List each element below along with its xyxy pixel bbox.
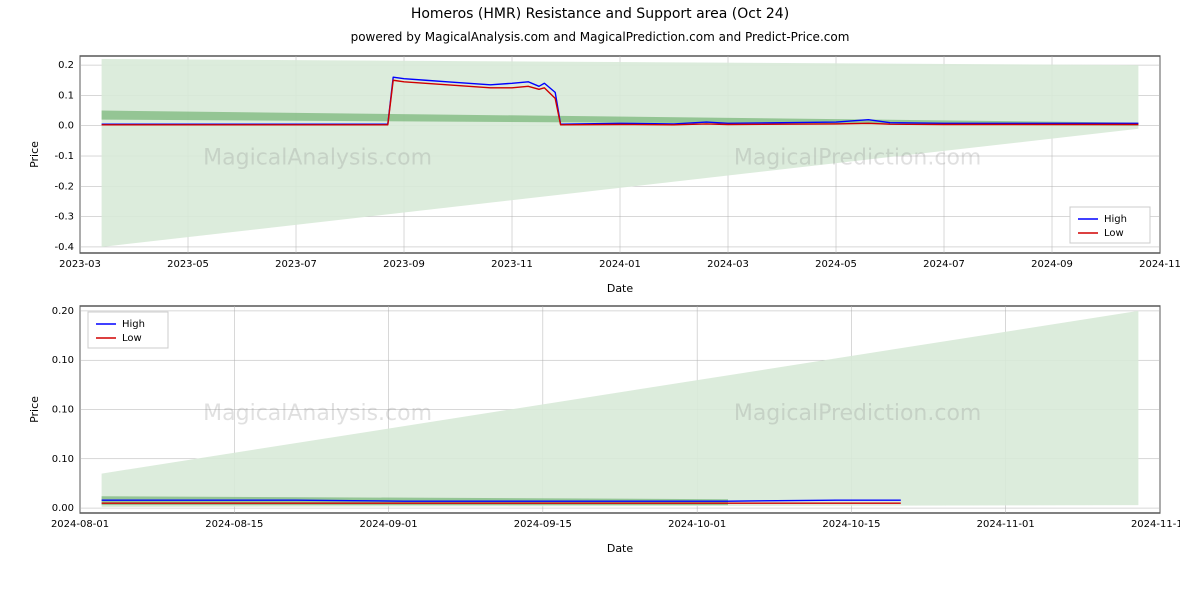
svg-text:0.20: 0.20	[52, 306, 74, 317]
svg-text:MagicalAnalysis.com: MagicalAnalysis.com	[203, 145, 432, 170]
svg-text:0.0: 0.0	[58, 121, 74, 132]
svg-text:0.00: 0.00	[52, 503, 74, 514]
svg-text:Date: Date	[607, 542, 634, 555]
svg-text:Price: Price	[28, 141, 41, 168]
svg-text:High: High	[122, 319, 145, 330]
svg-text:2024-11-15: 2024-11-15	[1131, 519, 1180, 530]
svg-text:2023-05: 2023-05	[167, 259, 209, 270]
svg-text:2023-11: 2023-11	[491, 259, 533, 270]
svg-text:2024-01: 2024-01	[599, 259, 641, 270]
svg-text:2024-03: 2024-03	[707, 259, 749, 270]
svg-text:MagicalPrediction.com: MagicalPrediction.com	[734, 145, 982, 170]
svg-text:2024-09: 2024-09	[1031, 259, 1073, 270]
svg-text:-0.4: -0.4	[54, 242, 74, 253]
svg-text:MagicalAnalysis.com: MagicalAnalysis.com	[203, 401, 432, 426]
svg-text:Low: Low	[1104, 228, 1124, 239]
svg-text:2024-10-01: 2024-10-01	[668, 519, 726, 530]
svg-text:Date: Date	[607, 282, 634, 295]
svg-text:2023-07: 2023-07	[275, 259, 317, 270]
svg-text:2023-03: 2023-03	[59, 259, 101, 270]
svg-text:2023-09: 2023-09	[383, 259, 425, 270]
svg-text:2024-10-15: 2024-10-15	[822, 519, 880, 530]
svg-text:-0.3: -0.3	[54, 212, 74, 223]
svg-text:2024-08-01: 2024-08-01	[51, 519, 109, 530]
svg-text:0.10: 0.10	[52, 454, 74, 465]
svg-text:2024-05: 2024-05	[815, 259, 857, 270]
svg-text:2024-11-01: 2024-11-01	[977, 519, 1035, 530]
svg-text:2024-08-15: 2024-08-15	[205, 519, 263, 530]
svg-text:Low: Low	[122, 333, 142, 344]
top-chart-svg: -0.4 -0.3 -0.2 -0.1 0.0 0.1 0.2 2023-03 2023-05 2…	[20, 48, 1180, 298]
svg-text:2024-11: 2024-11	[1139, 259, 1180, 270]
bottom-chart-container: 0.00 0.10 0.10 0.10 0.20 2024-08-01 2024-08-15…	[20, 298, 1180, 558]
svg-text:MagicalPrediction.com: MagicalPrediction.com	[734, 401, 982, 426]
svg-text:-0.2: -0.2	[54, 181, 74, 192]
top-chart-container: -0.4 -0.3 -0.2 -0.1 0.0 0.1 0.2 2023-03 2023-05 2…	[20, 48, 1180, 298]
svg-text:2024-09-01: 2024-09-01	[360, 519, 418, 530]
svg-text:0.1: 0.1	[58, 90, 74, 101]
svg-text:0.10: 0.10	[52, 405, 74, 416]
svg-text:2024-07: 2024-07	[923, 259, 965, 270]
svg-text:-0.1: -0.1	[54, 151, 74, 162]
svg-text:0.10: 0.10	[52, 355, 74, 366]
chart-subtitle: powered by MagicalAnalysis.com and Magic…	[0, 22, 1200, 48]
chart-title: Homeros (HMR) Resistance and Support are…	[0, 0, 1200, 22]
svg-text:0.2: 0.2	[58, 60, 74, 71]
svg-text:2024-09-15: 2024-09-15	[514, 519, 572, 530]
bottom-chart-svg: 0.00 0.10 0.10 0.10 0.20 2024-08-01 2024-08-15…	[20, 298, 1180, 558]
svg-text:Price: Price	[28, 396, 41, 423]
svg-text:High: High	[1104, 214, 1127, 225]
